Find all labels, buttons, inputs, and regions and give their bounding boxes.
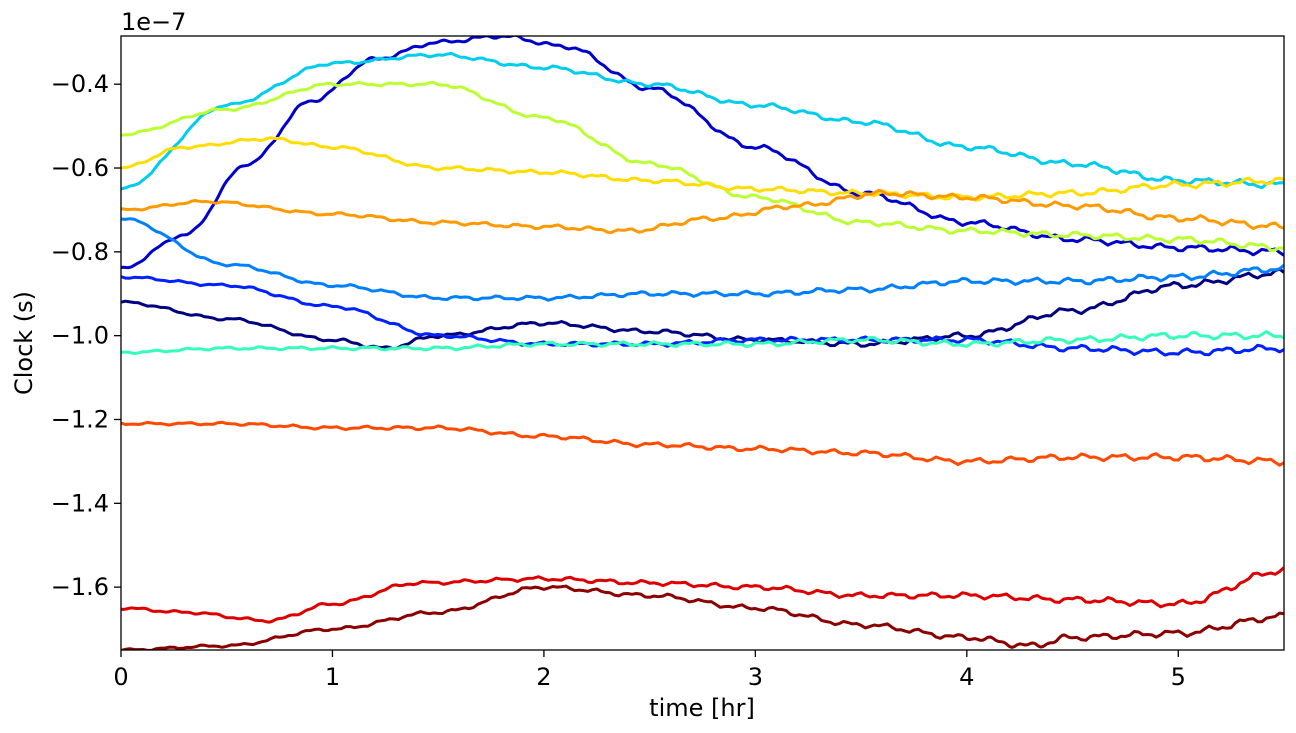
series-line-5 <box>121 51 1284 191</box>
y-axis: −1.6 −1.4 −1.2 −1.0 −0.8 −0.6 −0.4 <box>51 70 121 601</box>
y-tick-label: −1.4 <box>51 489 109 517</box>
series-line-3 <box>121 275 1284 357</box>
series-line-1 <box>121 267 1284 351</box>
series-line-10 <box>121 420 1284 467</box>
y-axis-label: Clock (s) <box>10 291 38 395</box>
y-tick-label: −1.0 <box>51 322 109 350</box>
series-line-8 <box>121 136 1284 202</box>
plot-frame <box>120 35 1285 651</box>
series-line-4 <box>121 217 1284 302</box>
series-line-6 <box>121 330 1284 356</box>
y-tick-label: −0.8 <box>51 238 109 266</box>
series-line-12 <box>121 584 1284 650</box>
y-tick-label: −1.2 <box>51 405 109 433</box>
x-tick-label: 5 <box>1171 663 1186 691</box>
series-line-11 <box>121 566 1284 624</box>
x-tick-label: 0 <box>113 663 128 691</box>
y-offset-label: 1e−7 <box>121 8 186 36</box>
x-tick-label: 4 <box>959 663 974 691</box>
x-axis: 0 1 2 3 4 5 <box>113 650 1186 691</box>
series-line-2 <box>121 36 1284 270</box>
x-tick-label: 3 <box>748 663 763 691</box>
y-tick-label: −1.6 <box>51 573 109 601</box>
x-tick-label: 1 <box>325 663 340 691</box>
y-tick-label: −0.4 <box>51 70 109 98</box>
series-lines <box>121 36 1284 650</box>
x-tick-label: 2 <box>536 663 551 691</box>
y-tick-label: −0.6 <box>51 154 109 182</box>
x-axis-label: time [hr] <box>649 694 755 722</box>
series-line-9 <box>121 188 1284 235</box>
